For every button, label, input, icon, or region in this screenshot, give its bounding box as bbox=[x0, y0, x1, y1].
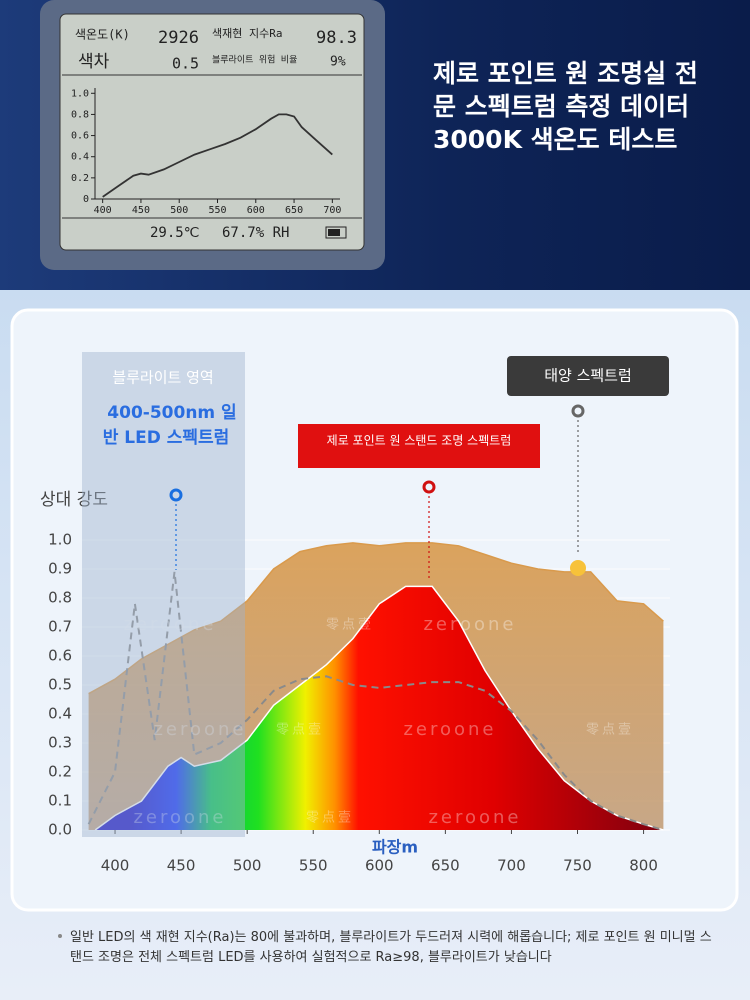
watermark: 零点壹 bbox=[276, 723, 324, 738]
area-fill bbox=[95, 586, 664, 830]
meter-value: 2926 bbox=[158, 28, 199, 48]
x-tick-label: 500 bbox=[170, 205, 188, 216]
meter-value: 67.7% RH bbox=[222, 225, 289, 241]
watermark: zeroone bbox=[123, 614, 216, 635]
sun-icon bbox=[570, 560, 586, 576]
headline: 제로 포인트 원 조명실 전 bbox=[433, 59, 698, 88]
battery bbox=[325, 226, 347, 239]
region-note: 400-500nm 일 bbox=[107, 403, 236, 423]
x-tick-label: 400 bbox=[94, 205, 112, 216]
meter-value: 98.3 bbox=[316, 28, 357, 48]
spectrum-line bbox=[102, 113, 333, 198]
y-tick-label: 0.2 bbox=[71, 173, 89, 184]
x-tick-label: 600 bbox=[247, 205, 265, 216]
meter-value: 29.5℃ bbox=[150, 225, 199, 241]
led-line bbox=[87, 571, 664, 831]
footnote: 일반 LED의 색 재현 지수(Ra)는 80에 불과하며, 블루라이트가 두드… bbox=[58, 928, 720, 968]
headline: 3000K 색온도 테스트 bbox=[433, 125, 677, 154]
y-tick-label: 0.4 bbox=[71, 152, 89, 163]
x-tick-label: 650 bbox=[285, 205, 303, 216]
pin bbox=[169, 488, 183, 502]
watermark: zeroone bbox=[133, 807, 226, 828]
watermark: zeroone bbox=[423, 614, 516, 635]
zeroone-label-box bbox=[298, 424, 540, 468]
sun-label-box bbox=[507, 356, 669, 396]
y-axis-label: 상대 강도 bbox=[40, 490, 108, 510]
y-tick-label: 0.4 bbox=[48, 705, 72, 723]
pins bbox=[169, 404, 585, 502]
x-tick-label: 700 bbox=[497, 857, 526, 875]
x-tick-label: 400 bbox=[101, 857, 130, 875]
y-tick-label: 0.8 bbox=[71, 109, 89, 120]
sun-label: 태양 스펙트럼 bbox=[544, 367, 632, 385]
headline: 문 스펙트럼 측정 데이터 bbox=[433, 92, 689, 121]
meter-label: 색온도(K) bbox=[75, 28, 130, 42]
region-note: 반 LED 스펙트럼 bbox=[103, 428, 230, 448]
pin bbox=[422, 480, 436, 494]
area-line bbox=[94, 585, 664, 831]
meter-screen bbox=[59, 13, 365, 251]
y-tick-label: 0.8 bbox=[48, 589, 72, 607]
watermark: zeroone bbox=[153, 719, 246, 740]
y-tick-label: 0.9 bbox=[48, 560, 72, 578]
watermark: 零点壹 bbox=[306, 811, 354, 826]
meter-value: 0.5 bbox=[172, 55, 199, 73]
pin bbox=[571, 404, 585, 418]
x-tick-label: 500 bbox=[233, 857, 262, 875]
y-tick-label: 0.3 bbox=[48, 734, 72, 752]
blue-light-region bbox=[82, 352, 245, 837]
meter-label: 블루라이트 위험 비율 bbox=[212, 55, 297, 66]
y-tick-label: 0.1 bbox=[48, 792, 72, 810]
x-tick-label: 700 bbox=[323, 205, 341, 216]
y-tick-label: 0.2 bbox=[48, 763, 72, 781]
watermark: 零点壹 bbox=[326, 618, 374, 633]
x-tick-label: 550 bbox=[208, 205, 226, 216]
y-tick-label: 1.0 bbox=[48, 531, 72, 549]
y-tick-label: 1.0 bbox=[71, 88, 89, 99]
x-tick-label: 550 bbox=[299, 857, 328, 875]
zeroone-label: 제로 포인트 원 스탠드 조명 스펙트럼 bbox=[327, 434, 512, 448]
y-tick-label: 0.5 bbox=[48, 676, 72, 694]
x-tick-label: 450 bbox=[167, 857, 196, 875]
watermark: 零点壹 bbox=[586, 723, 634, 738]
meter-label: 색차 bbox=[78, 52, 110, 72]
watermark: zeroone bbox=[428, 807, 521, 828]
meter-value: 9% bbox=[330, 55, 346, 70]
y-tick-label: 0.6 bbox=[48, 647, 72, 665]
y-tick-label: 0.0 bbox=[48, 821, 72, 839]
y-tick-label: 0.7 bbox=[48, 618, 72, 636]
x-tick-label: 800 bbox=[629, 857, 658, 875]
meter-label: 색재현 지수Ra bbox=[212, 27, 282, 40]
region-label: 블루라이트 영역 bbox=[112, 369, 213, 387]
battery-level bbox=[328, 229, 340, 236]
x-tick-label: 450 bbox=[132, 205, 150, 216]
x-axis-label: 파장m bbox=[372, 838, 418, 857]
watermark: zeroone bbox=[403, 719, 496, 740]
y-tick-label: 0 bbox=[83, 194, 89, 205]
x-tick-label: 750 bbox=[563, 857, 592, 875]
x-tick-label: 650 bbox=[431, 857, 460, 875]
y-tick-label: 0.6 bbox=[71, 131, 89, 142]
x-tick-label: 600 bbox=[365, 857, 394, 875]
